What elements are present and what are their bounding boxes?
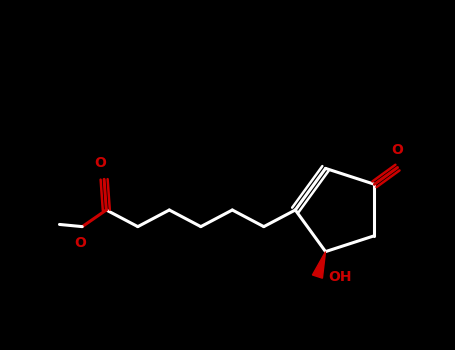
- Text: OH: OH: [329, 270, 352, 284]
- Polygon shape: [313, 252, 325, 278]
- Text: O: O: [94, 156, 106, 170]
- Text: O: O: [391, 143, 404, 157]
- Text: O: O: [74, 236, 86, 250]
